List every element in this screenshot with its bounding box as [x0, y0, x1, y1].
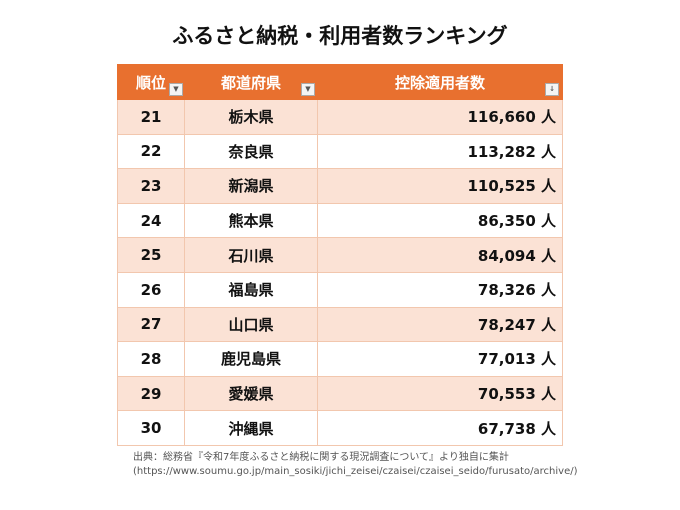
count-cell: 86,350 人	[317, 202, 563, 239]
table-row: 28 鹿児島県 77,013 人	[117, 341, 563, 377]
count-cell: 77,013 人	[317, 341, 563, 377]
table-row: 26 福島県 78,326 人	[117, 271, 563, 308]
prefecture-cell: 熊本県	[184, 202, 318, 239]
source-url: (https://www.soumu.go.jp/main_sosiki/jic…	[133, 466, 578, 477]
count-cell: 70,553 人	[317, 375, 563, 412]
prefecture-cell: 山口県	[184, 306, 318, 343]
prefecture-cell: 鹿児島県	[184, 341, 318, 377]
source-note: 出典：総務省『令和7年度ふるさと納税に関する現況調査について』より独自に集計 (…	[133, 452, 578, 477]
rank-cell: 26	[117, 271, 185, 308]
table-row: 27 山口県 78,247 人	[117, 306, 563, 343]
header-count: 控除適用者数 ↓	[317, 64, 563, 100]
rank-cell: 21	[117, 99, 185, 135]
rank-cell: 25	[117, 237, 185, 273]
dropdown-filter-icon[interactable]: ▼	[169, 83, 183, 96]
table-row: 29 愛媛県 70,553 人	[117, 375, 563, 412]
rank-cell: 29	[117, 375, 185, 412]
prefecture-cell: 奈良県	[184, 133, 318, 170]
prefecture-cell: 栃木県	[184, 99, 318, 135]
table-row: 21 栃木県 116,660 人	[117, 99, 563, 135]
prefecture-cell: 石川県	[184, 237, 318, 273]
rank-cell: 27	[117, 306, 185, 343]
prefecture-cell: 沖縄県	[184, 410, 318, 446]
count-cell: 110,525 人	[317, 168, 563, 204]
count-cell: 67,738 人	[317, 410, 563, 446]
rank-cell: 23	[117, 168, 185, 204]
table-row: 24 熊本県 86,350 人	[117, 202, 563, 239]
count-cell: 78,326 人	[317, 271, 563, 308]
prefecture-cell: 福島県	[184, 271, 318, 308]
table-row: 22 奈良県 113,282 人	[117, 133, 563, 170]
ranking-table: 順位 ▼ 都道府県 ▼ 控除適用者数 ↓ 21 栃木県 116,660 人 22 奈良県 113…	[117, 64, 563, 446]
rank-cell: 30	[117, 410, 185, 446]
prefecture-cell: 愛媛県	[184, 375, 318, 412]
rank-cell: 22	[117, 133, 185, 170]
count-cell: 78,247 人	[317, 306, 563, 343]
sort-descending-icon[interactable]: ↓	[545, 83, 559, 96]
header-prefecture: 都道府県 ▼	[184, 64, 318, 100]
table-row: 30 沖縄県 67,738 人	[117, 410, 563, 446]
rank-cell: 28	[117, 341, 185, 377]
count-cell: 113,282 人	[317, 133, 563, 170]
count-cell: 84,094 人	[317, 237, 563, 273]
prefecture-cell: 新潟県	[184, 168, 318, 204]
count-cell: 116,660 人	[317, 99, 563, 135]
rank-cell: 24	[117, 202, 185, 239]
page-title: ふるさと納税・利用者数ランキング	[172, 24, 508, 48]
table-row: 25 石川県 84,094 人	[117, 237, 563, 273]
header-rank: 順位 ▼	[117, 64, 185, 100]
table-row: 23 新潟県 110,525 人	[117, 168, 563, 204]
dropdown-filter-icon[interactable]: ▼	[301, 83, 315, 96]
